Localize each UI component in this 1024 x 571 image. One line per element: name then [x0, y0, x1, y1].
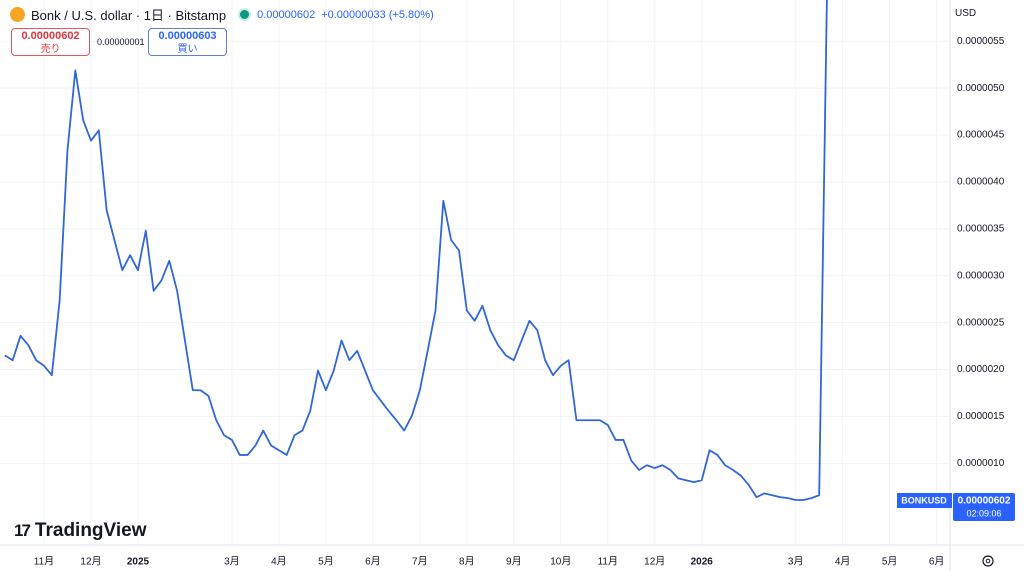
price-line: [4, 0, 828, 501]
logo-mark[interactable]: 17: [14, 521, 31, 540]
x-tick-label: 5月: [318, 556, 334, 568]
symbol-tag: BONKUSD: [901, 495, 947, 505]
buy-price[interactable]: 0.00000603: [158, 30, 217, 42]
x-tick-label: 4月: [271, 556, 287, 568]
settings-icon[interactable]: [982, 555, 994, 567]
y-tick-label: 0.0000035: [957, 224, 1005, 235]
x-tick-label: 4月: [835, 556, 851, 568]
grid: [0, 0, 950, 545]
y-tick-label: 0.0000015: [957, 411, 1005, 422]
x-tick-label: 5月: [882, 556, 898, 568]
last-price: 0.00000602: [257, 8, 316, 21]
axes: 0.0000010 0.0000015 0.0000020 0.0000025 0.00…: [34, 36, 1005, 568]
y-tick-label: 0.0000050: [957, 83, 1005, 94]
price-tag-countdown: 02:09:06: [966, 508, 1001, 518]
y-tick-label: 0.0000025: [957, 317, 1005, 328]
y-tick-label: 0.0000045: [957, 130, 1005, 141]
price-tag-bg: [953, 493, 1015, 521]
y-tick-label: 0.0000010: [957, 458, 1005, 469]
x-tick-label: 7月: [412, 556, 428, 568]
buy-button[interactable]: 0.00000603 買い: [148, 28, 227, 56]
sell-label[interactable]: 売り: [40, 44, 61, 55]
x-tick-label: 9月: [506, 556, 522, 568]
y-tick-label: 0.0000040: [957, 177, 1005, 188]
price-change: +0.00000033 (+5.80%): [321, 8, 434, 21]
x-tick-label: 3月: [788, 556, 804, 568]
x-tick-label: 11月: [34, 556, 54, 568]
sell-price[interactable]: 0.00000602: [21, 30, 80, 42]
x-tick-label: 6月: [365, 556, 381, 568]
market-status: [238, 8, 252, 21]
x-tick-label: 2026: [691, 557, 714, 568]
y-tick-label: 0.0000055: [957, 36, 1005, 47]
x-tick-label: 10月: [550, 556, 571, 568]
gear-hub[interactable]: [985, 558, 991, 564]
coin-icon: [10, 7, 25, 22]
x-tick-label: 8月: [459, 556, 475, 568]
x-tick-label: 12月: [644, 556, 665, 568]
plot: [4, 0, 828, 501]
symbol-title[interactable]: Bonk / U.S. dollar · 1日 · Bitstamp: [31, 8, 227, 23]
buy-label[interactable]: 買い: [177, 44, 198, 55]
x-tick-label: 12月: [80, 556, 101, 568]
y-tick-label: 0.0000020: [957, 364, 1005, 375]
logo[interactable]: 17 TradingView: [14, 520, 147, 542]
x-tick-label: 2025: [127, 557, 150, 568]
price-tag-price: 0.00000602: [958, 496, 1011, 507]
logo-text[interactable]: TradingView: [34, 520, 147, 541]
sell-button[interactable]: 0.00000602 売り: [11, 28, 90, 56]
price-tag: BONKUSD 0.00000602 02:09:06: [897, 493, 1015, 521]
spread: 0.00000001: [97, 37, 145, 47]
y-tick-label: 0.0000030: [957, 270, 1005, 281]
symbol-tag-bg: [897, 493, 952, 508]
x-tick-label: 11月: [598, 556, 618, 568]
x-tick-label: 6月: [929, 556, 945, 568]
x-tick-label: 3月: [224, 556, 240, 568]
header: Bonk / U.S. dollar · 1日 · Bitstamp 0.000…: [10, 5, 434, 24]
currency-selector[interactable]: USD: [955, 8, 977, 19]
gear[interactable]: [982, 555, 994, 567]
